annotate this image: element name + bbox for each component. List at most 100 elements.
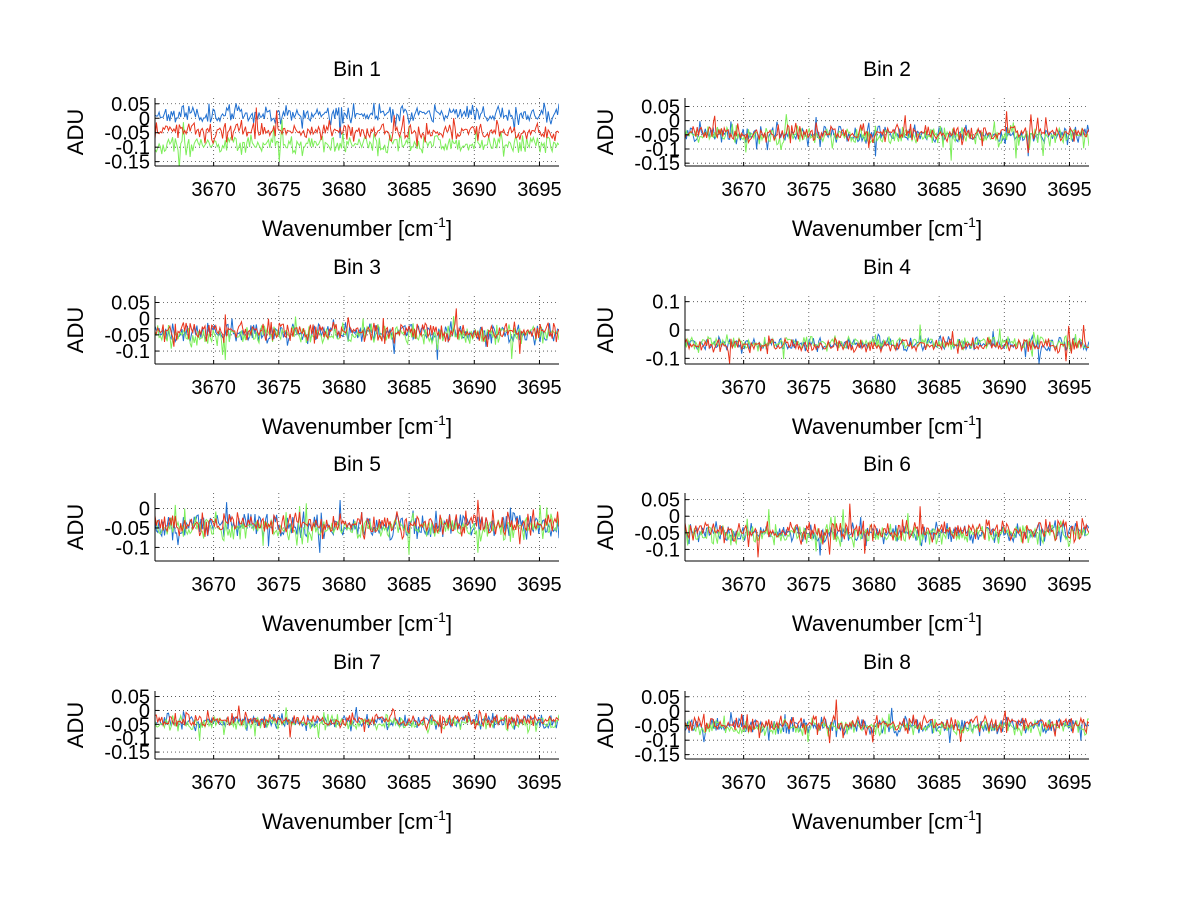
subplot-title: Bin 7 bbox=[333, 651, 381, 674]
y-tick-label: 0 bbox=[139, 499, 150, 521]
y-tick-label: -0.05 bbox=[104, 518, 150, 540]
series-line-green bbox=[685, 509, 1089, 552]
y-axis-label: ADU bbox=[593, 109, 618, 155]
x-axis-label-bracket: ] bbox=[446, 414, 452, 439]
y-tick-label: -0.1 bbox=[116, 137, 150, 159]
y-tick-label: -0.15 bbox=[104, 152, 150, 174]
x-axis-label: Wavenumber [cm-1] bbox=[262, 609, 452, 636]
subplot-title: Bin 1 bbox=[333, 58, 381, 81]
y-tick-label: 0.1 bbox=[652, 292, 680, 314]
x-axis-label-text: Wavenumber [cm bbox=[792, 414, 964, 439]
series-line-green bbox=[155, 119, 559, 166]
x-tick-label: 3690 bbox=[452, 179, 497, 201]
x-tick-label: 3670 bbox=[191, 772, 236, 794]
x-tick-label: 3695 bbox=[517, 377, 562, 399]
y-tick-label: 0 bbox=[669, 320, 680, 342]
x-tick-label: 3680 bbox=[852, 574, 897, 596]
y-tick-label: -0.1 bbox=[116, 341, 150, 363]
x-axis-label-superscript: -1 bbox=[964, 807, 977, 823]
y-tick-label: 0.05 bbox=[641, 490, 680, 512]
x-axis-label-bracket: ] bbox=[446, 216, 452, 241]
x-axis-label-text: Wavenumber [cm bbox=[262, 216, 434, 241]
x-axis-label: Wavenumber [cm-1] bbox=[792, 807, 982, 834]
x-tick-label: 3680 bbox=[322, 179, 367, 201]
x-axis-label-superscript: -1 bbox=[964, 412, 977, 428]
y-tick-label: -0.15 bbox=[634, 153, 680, 175]
y-tick-label: 0 bbox=[139, 108, 150, 130]
series-line-green bbox=[685, 713, 1089, 743]
subplot-title: Bin 2 bbox=[863, 58, 911, 81]
y-tick-label: -0.1 bbox=[116, 728, 150, 750]
x-tick-label: 3675 bbox=[257, 377, 302, 399]
series-line-red bbox=[685, 699, 1089, 744]
subplot-title: Bin 3 bbox=[333, 256, 381, 279]
subplot-bin-1: 3670 3675 3680 3685 3690 3695 0.050-0.05-0.1-0… bbox=[63, 58, 562, 241]
x-tick-label: 3695 bbox=[1047, 377, 1092, 399]
x-tick-label: 3680 bbox=[852, 377, 897, 399]
x-tick-label: 3695 bbox=[517, 179, 562, 201]
subplot-title: Bin 8 bbox=[863, 651, 911, 674]
x-tick-label: 3680 bbox=[852, 772, 897, 794]
x-tick-label: 3685 bbox=[917, 377, 962, 399]
x-tick-label: 3690 bbox=[982, 574, 1027, 596]
y-tick-label: 0.05 bbox=[111, 687, 150, 709]
x-tick-label: 3675 bbox=[787, 574, 832, 596]
x-tick-label: 3690 bbox=[982, 179, 1027, 201]
x-tick-label: 3675 bbox=[257, 772, 302, 794]
x-tick-label: 3680 bbox=[322, 772, 367, 794]
y-tick-label: -0.1 bbox=[646, 730, 680, 752]
y-tick-label: 0.05 bbox=[111, 94, 150, 116]
y-tick-label: -0.05 bbox=[104, 123, 150, 145]
x-axis-label: Wavenumber [cm-1] bbox=[792, 609, 982, 636]
x-tick-label: 3680 bbox=[322, 377, 367, 399]
y-tick-label: 0.05 bbox=[641, 97, 680, 119]
x-tick-label: 3675 bbox=[257, 179, 302, 201]
x-axis-label-superscript: -1 bbox=[434, 807, 447, 823]
x-tick-label: 3680 bbox=[322, 574, 367, 596]
x-tick-label: 3670 bbox=[721, 377, 766, 399]
y-axis-label: ADU bbox=[63, 109, 88, 155]
y-tick-label: 0 bbox=[669, 111, 680, 133]
y-axis-label: ADU bbox=[63, 504, 88, 550]
y-tick-label: -0.05 bbox=[104, 325, 150, 347]
x-tick-label: 3670 bbox=[191, 377, 236, 399]
x-axis-label: Wavenumber [cm-1] bbox=[262, 807, 452, 834]
x-axis-label-text: Wavenumber [cm bbox=[262, 414, 434, 439]
x-tick-label: 3670 bbox=[721, 179, 766, 201]
x-tick-label: 3690 bbox=[452, 574, 497, 596]
x-tick-label: 3685 bbox=[387, 179, 432, 201]
x-axis-label: Wavenumber [cm-1] bbox=[262, 214, 452, 241]
x-axis-label-superscript: -1 bbox=[434, 609, 447, 625]
y-axis-label: ADU bbox=[593, 307, 618, 353]
x-tick-label: 3695 bbox=[517, 574, 562, 596]
subplot-bin-8: 3670 3675 3680 3685 3690 3695 0.050-0.05-0.1-0… bbox=[593, 651, 1092, 834]
y-tick-label: -0.15 bbox=[104, 742, 150, 764]
y-axis-label: ADU bbox=[63, 307, 88, 353]
y-tick-label: -0.05 bbox=[634, 716, 680, 738]
subplot-title: Bin 4 bbox=[863, 256, 911, 279]
x-tick-label: 3695 bbox=[517, 772, 562, 794]
x-tick-label: 3690 bbox=[982, 377, 1027, 399]
x-tick-label: 3685 bbox=[387, 772, 432, 794]
y-axis-label: ADU bbox=[63, 702, 88, 748]
subplot-title: Bin 5 bbox=[333, 453, 381, 476]
y-tick-label: 0 bbox=[139, 309, 150, 331]
x-tick-label: 3690 bbox=[982, 772, 1027, 794]
x-tick-label: 3695 bbox=[1047, 179, 1092, 201]
x-axis-label: Wavenumber [cm-1] bbox=[792, 214, 982, 241]
x-axis-label-superscript: -1 bbox=[964, 609, 977, 625]
x-axis-label-bracket: ] bbox=[976, 809, 982, 834]
series-line-blue bbox=[155, 102, 559, 139]
x-axis-label: Wavenumber [cm-1] bbox=[792, 412, 982, 439]
x-axis-label-text: Wavenumber [cm bbox=[792, 611, 964, 636]
x-tick-label: 3685 bbox=[917, 772, 962, 794]
y-tick-label: -0.15 bbox=[634, 745, 680, 767]
y-tick-label: -0.05 bbox=[634, 523, 680, 545]
x-tick-label: 3670 bbox=[191, 179, 236, 201]
y-tick-label: -0.05 bbox=[104, 714, 150, 736]
x-tick-label: 3685 bbox=[387, 377, 432, 399]
y-tick-label: -0.1 bbox=[646, 348, 680, 370]
x-tick-label: 3670 bbox=[721, 574, 766, 596]
x-axis-label-superscript: -1 bbox=[434, 412, 447, 428]
